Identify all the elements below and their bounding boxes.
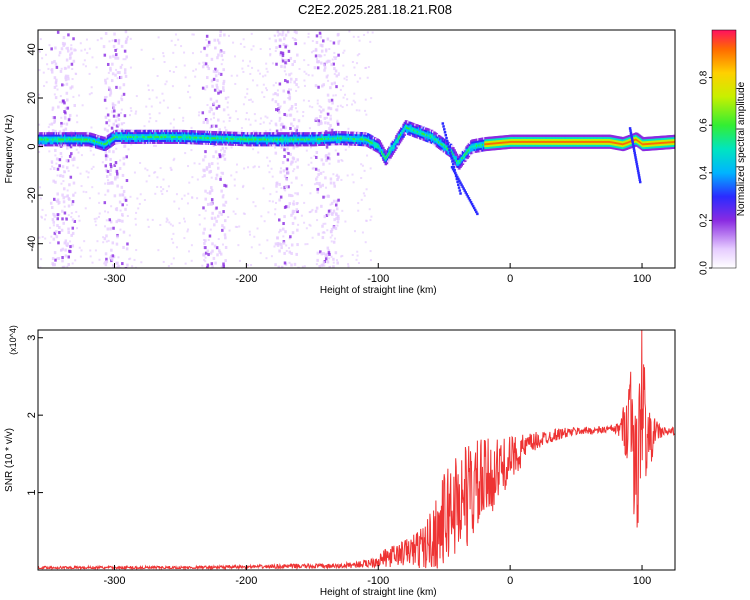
colorbar-tick-label: 0.6 — [699, 118, 710, 132]
colorbar-tick-label: 0.8 — [699, 70, 710, 84]
y-tick-label: 20 — [26, 92, 38, 104]
x-tick-label: -100 — [367, 575, 389, 587]
x-tick-label: -300 — [103, 575, 125, 587]
colorbar-gradient — [711, 29, 737, 269]
y-axis-label: SNR (10 * v/v) — [4, 428, 15, 492]
snr-frame — [37, 329, 676, 571]
x-tick-label: -300 — [103, 273, 125, 285]
colorbar-label: Normalized spectral amplitude — [736, 81, 747, 216]
y-axis-label: Frequency (Hz) — [4, 115, 15, 184]
x-tick-label: -200 — [235, 273, 257, 285]
x-tick-label: 100 — [633, 575, 651, 587]
x-tick-label: -100 — [367, 273, 389, 285]
x-tick-label: 0 — [507, 575, 513, 587]
x-tick-label: -200 — [235, 575, 257, 587]
colorbar-tick-label: 0.4 — [699, 165, 710, 179]
x-axis-label: Height of straight line (km) — [320, 285, 437, 296]
y-tick-label: 3 — [26, 335, 38, 341]
snr-series-line — [38, 330, 675, 570]
y-tick-label: 1 — [26, 490, 38, 496]
chart-title: C2E2.2025.281.18.21.R08 — [298, 2, 452, 17]
y-multiplier-label: (x10^4) — [8, 325, 18, 355]
x-tick-label: 100 — [633, 273, 651, 285]
y-tick-label: -20 — [26, 187, 38, 203]
y-tick-label: 40 — [26, 43, 38, 55]
spectrogram-frame — [37, 29, 676, 269]
y-tick-label: 0 — [26, 144, 38, 150]
colorbar-tick-label: 0.2 — [699, 213, 710, 227]
x-tick-label: 0 — [507, 273, 513, 285]
y-tick-label: 2 — [26, 412, 38, 418]
x-axis-label: Height of straight line (km) — [320, 587, 437, 598]
y-tick-label: -40 — [26, 236, 38, 252]
colorbar: 0.0 0.2 0.4 0.6 0.8 Normalized spectral ampli… — [699, 29, 747, 275]
spectrogram-image — [38, 30, 675, 268]
snr-plot: -300 -200 -100 0 100 1 2 3 Height of straight li… — [4, 325, 676, 598]
colorbar-tick-label: 0.0 — [699, 261, 710, 275]
